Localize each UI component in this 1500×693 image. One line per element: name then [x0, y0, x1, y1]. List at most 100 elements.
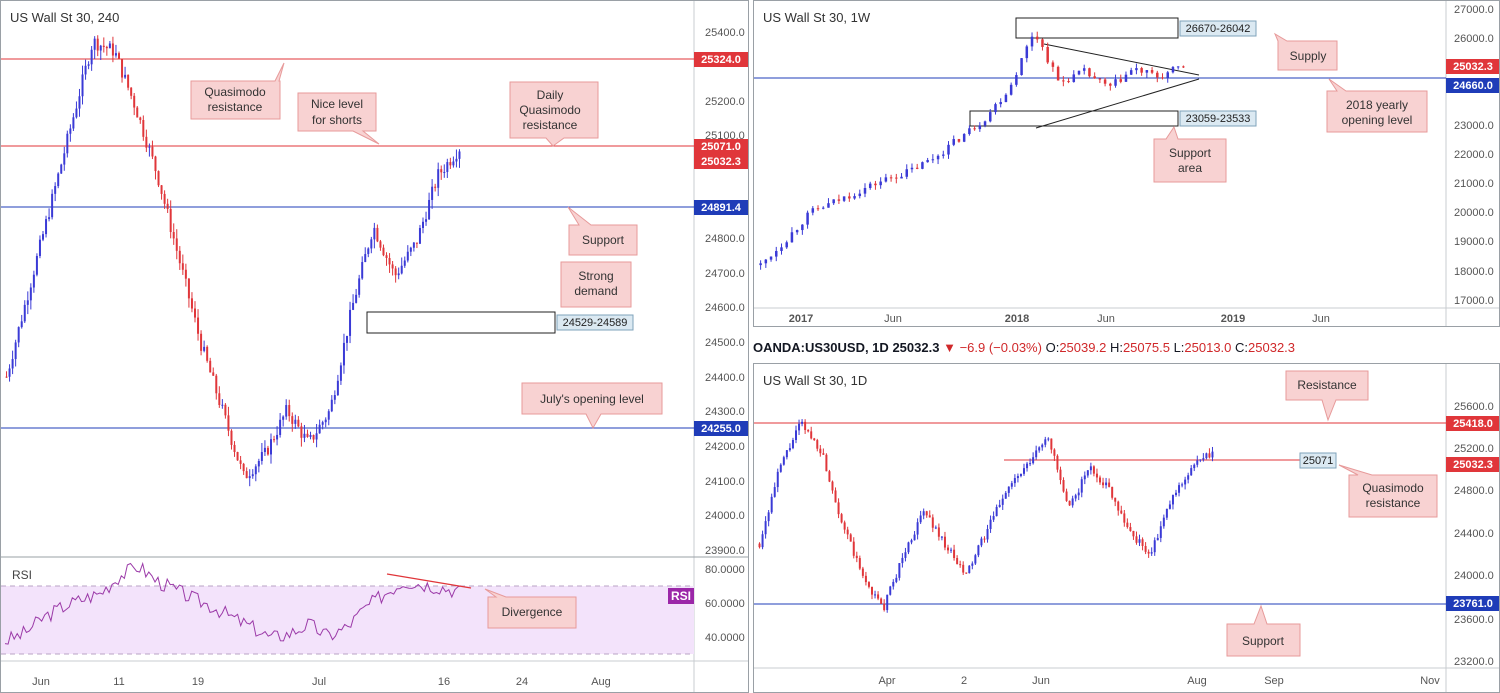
candle-body: [1111, 486, 1114, 498]
rsi-tag: RSI: [671, 589, 691, 603]
candle-body: [26, 300, 29, 305]
candle-body: [1165, 508, 1168, 518]
candle-body: [23, 304, 26, 322]
rsi-tag-bg: [668, 588, 694, 604]
candle-body: [840, 514, 843, 523]
candle-body: [837, 502, 840, 515]
candle-body: [206, 346, 209, 361]
level-label: 25071: [1303, 455, 1334, 467]
chart-panel-1d[interactable]: US Wall St 30, 1D 25071 25600.0 25200.0 …: [753, 363, 1500, 693]
candle-body: [921, 162, 924, 169]
candle-body: [1056, 455, 1059, 470]
candle-body: [1077, 70, 1081, 75]
candle-body: [1098, 78, 1102, 80]
candle-body: [874, 183, 877, 186]
candle-body: [1129, 527, 1132, 531]
x-tick: 2019: [1221, 313, 1245, 325]
chart-title: US Wall St 30, 240: [10, 10, 120, 25]
candle-body: [263, 447, 266, 453]
chart-panel-4h[interactable]: US Wall St 30, 240 RSI RSI 80.0000 60.00…: [0, 0, 749, 693]
candle-body: [32, 274, 35, 288]
candle-body: [14, 342, 17, 360]
svg-text:Nice level: Nice level: [311, 97, 363, 111]
price-tag: 23761.0: [1453, 598, 1493, 610]
y-tick: 18000.0: [1454, 266, 1494, 278]
candle-body: [315, 433, 318, 440]
candle-body: [968, 565, 971, 574]
candle-body: [114, 53, 117, 56]
candle-body: [336, 380, 339, 396]
svg-text:Resistance: Resistance: [1297, 378, 1357, 392]
close-value: 25032.3: [1248, 340, 1296, 355]
svg-text:Support: Support: [582, 233, 625, 247]
candle-body: [983, 538, 986, 540]
rsi-line: [4, 561, 462, 645]
candle-body: [1211, 451, 1214, 458]
candle-body: [187, 278, 190, 299]
candle-body: [848, 196, 851, 199]
candle-body: [102, 45, 105, 47]
chart-4h[interactable]: RSI RSI 80.0000 60.0000 40.0000 24529-24…: [1, 1, 749, 693]
candle-body: [270, 439, 272, 455]
candle-body: [1038, 447, 1041, 451]
candle-body: [108, 43, 111, 49]
chart-1d[interactable]: 25071 25600.0 25200.0 24800.0 24400.0 24…: [754, 364, 1500, 693]
candle-body: [1129, 70, 1133, 75]
svg-text:for shorts: for shorts: [312, 113, 362, 127]
candle-body: [998, 504, 1001, 507]
candle-body: [218, 393, 221, 405]
candle-body: [1093, 76, 1096, 79]
rsi-series: [4, 561, 462, 645]
candle-body: [333, 395, 336, 400]
candle-body: [194, 308, 196, 318]
candle-body: [1120, 510, 1123, 514]
candle-body: [978, 125, 982, 130]
candle-body: [376, 227, 379, 242]
x-tick: Jun: [1097, 313, 1115, 325]
candle-body: [1162, 517, 1165, 527]
candle-body: [1082, 68, 1086, 71]
candle-body: [358, 278, 361, 295]
candle-body: [339, 365, 342, 381]
y-tick: 19000.0: [1454, 236, 1494, 248]
candle-body: [111, 43, 114, 56]
candle-body: [257, 460, 260, 467]
candle-body: [406, 251, 409, 261]
candle-body: [769, 256, 773, 260]
chart-title: US Wall St 30, 1W: [763, 10, 871, 25]
chart-panel-1w[interactable]: US Wall St 30, 1W 26670-26042 23059-2353…: [753, 0, 1500, 327]
candle-body: [203, 346, 206, 351]
candle-body: [1071, 498, 1074, 506]
candle-body: [434, 186, 437, 188]
candle-body: [1001, 498, 1004, 505]
candle-body: [1029, 463, 1032, 465]
candle-body: [148, 146, 151, 148]
svg-text:Quasimodo: Quasimodo: [519, 103, 581, 117]
candle-body: [983, 121, 987, 126]
candle-body: [273, 439, 276, 441]
candle-body: [986, 529, 989, 540]
candle-body: [775, 250, 778, 257]
candle-body: [81, 74, 84, 97]
candle-body: [871, 586, 873, 595]
chart-1w[interactable]: 26670-26042 23059-23533 27000.0 26000.0 …: [754, 1, 1500, 327]
candle-body: [1144, 545, 1147, 552]
candle-body: [276, 434, 279, 440]
candle-body: [1065, 491, 1068, 501]
price-tag: 25032.3: [1453, 459, 1493, 471]
candle-body: [1178, 485, 1181, 493]
candle-body: [884, 177, 888, 182]
candle-body: [1190, 468, 1193, 476]
candle-body: [385, 255, 388, 259]
candle-body: [69, 128, 72, 134]
candle-body: [1202, 458, 1205, 460]
candle-body: [813, 438, 816, 441]
candle-body: [145, 136, 148, 148]
candle-body: [1156, 72, 1159, 78]
zone-label-bg: [556, 314, 634, 331]
high-value: 25075.5: [1122, 340, 1170, 355]
callout-yearly-open: 2018 yearly opening level: [1326, 78, 1428, 133]
candle-body: [370, 239, 373, 249]
candle-body: [1044, 439, 1047, 445]
price-axis: 27000.0 26000.0 23000.0 22000.0 21000.0 …: [1454, 4, 1494, 307]
